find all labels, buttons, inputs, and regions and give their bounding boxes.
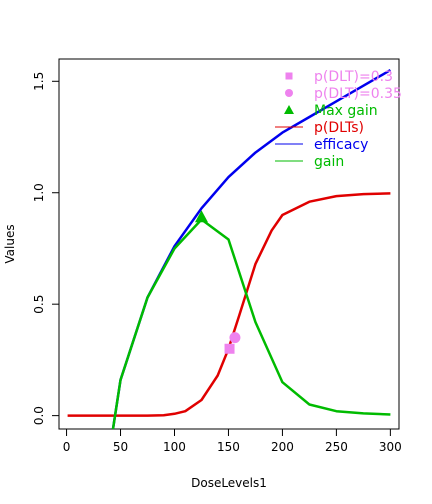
point-max-gain	[194, 210, 208, 223]
x-tick-label: 200	[271, 440, 294, 454]
x-tick-label: 150	[217, 440, 240, 454]
legend-label-efficacy: efficacy	[314, 137, 368, 153]
point-p-dlt-0-3	[224, 343, 235, 354]
x-tick-label: 300	[379, 440, 402, 454]
y-tick-label: 1.0	[32, 183, 46, 202]
legend-swatch-p-dlt-0-3	[285, 72, 293, 80]
legend-label-max-gain: Max gain	[314, 103, 378, 119]
points-layer	[194, 210, 241, 354]
legend-label-p-dlts: p(DLTs)	[314, 120, 364, 136]
y-tick-label: 0.0	[32, 406, 46, 425]
x-tick-label: 250	[325, 440, 348, 454]
series-p-dlts-line	[67, 192, 391, 417]
x-tick-label: 50	[113, 440, 128, 454]
x-axis-label: DoseLevels1	[191, 476, 267, 490]
series-layer	[67, 69, 392, 429]
legend-swatch-max-gain	[284, 105, 294, 114]
plot-frame	[58, 58, 400, 430]
series-gain-line	[111, 218, 391, 429]
y-tick-label: 1.5	[32, 72, 46, 91]
legend-swatch-p-dlt-0-35	[285, 89, 293, 97]
legend-label-gain: gain	[314, 154, 344, 170]
y-axis: 0.0 0.5 1.0 1.5	[32, 72, 59, 425]
x-tick-label: 100	[163, 440, 186, 454]
point-p-dlt-0-35	[229, 332, 241, 344]
legend-label-p-dlt-0-3: p(DLT)=0.3	[314, 69, 393, 85]
y-tick-label: 0.5	[32, 295, 46, 314]
y-axis-label: Values	[3, 224, 17, 263]
legend-label-p-dlt-0-35: p(DLT)=0.35	[314, 86, 402, 102]
x-tick-label: 0	[63, 440, 71, 454]
x-axis: 0 50 100 150 200 250 300	[63, 429, 402, 454]
